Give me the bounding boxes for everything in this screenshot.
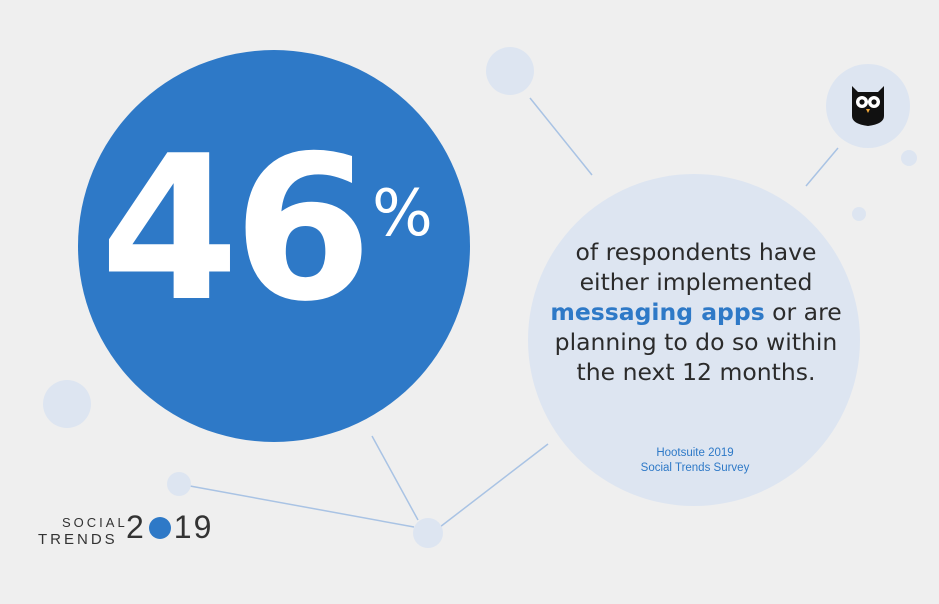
connector-line (371, 435, 419, 521)
source-line-2: Social Trends Survey (640, 462, 750, 474)
connector-line (529, 97, 593, 176)
description-text-end: or are planning to do so within the next… (554, 298, 842, 386)
connector-line (189, 485, 415, 528)
year-digit: 1 (173, 509, 194, 545)
decor-dot (486, 47, 534, 95)
connector-line (805, 147, 839, 187)
decor-dot (901, 150, 917, 166)
description-text: of respondents have either implemented (575, 238, 817, 296)
description-highlight: messaging apps (550, 298, 765, 326)
decor-dot (413, 518, 443, 548)
decor-dot (852, 207, 866, 221)
year-digit-zero-dot: 0 (148, 516, 171, 539)
source-citation: Hootsuite 2019 Social Trends Survey (590, 446, 800, 476)
decor-dot (43, 380, 91, 428)
source-line-1: Hootsuite 2019 (656, 447, 734, 459)
brand-social: SOCIAL (62, 515, 128, 530)
year-digit: 9 (193, 509, 214, 545)
stat-description: of respondents have either implemented m… (540, 237, 852, 387)
year-digit: 2 (126, 509, 146, 545)
owl-icon (852, 86, 884, 126)
connector-line (439, 443, 549, 528)
stat-circle (78, 50, 470, 442)
brand-trends: TRENDS (38, 531, 118, 548)
description-circle (528, 174, 860, 506)
stat-number: 46 (100, 113, 372, 346)
brand-year: 2019 (126, 509, 214, 545)
decor-dot (167, 472, 191, 496)
stat-unit: % (372, 177, 433, 251)
